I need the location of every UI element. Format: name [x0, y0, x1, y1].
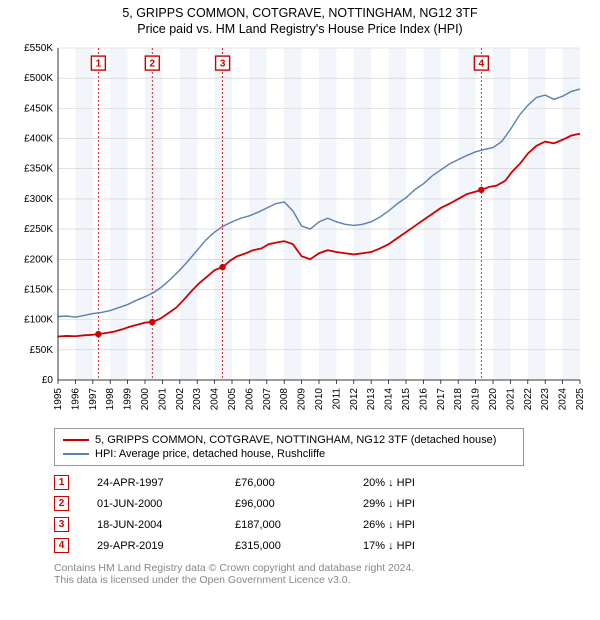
svg-text:2010: 2010	[314, 388, 325, 411]
svg-text:1995: 1995	[53, 388, 64, 411]
svg-text:£550K: £550K	[24, 43, 53, 54]
svg-text:£250K: £250K	[24, 224, 53, 235]
svg-text:£350K: £350K	[24, 164, 53, 175]
svg-text:2000: 2000	[140, 388, 151, 411]
svg-text:2007: 2007	[262, 388, 273, 411]
event-marker-icon: 2	[54, 496, 69, 511]
svg-text:3: 3	[220, 59, 226, 70]
legend-label: 5, GRIPPS COMMON, COTGRAVE, NOTTINGHAM, …	[95, 434, 496, 446]
event-diff: 26% ↓ HPI	[363, 519, 473, 531]
svg-text:2016: 2016	[418, 388, 429, 411]
svg-text:£450K: £450K	[24, 103, 53, 114]
svg-text:2006: 2006	[244, 388, 255, 411]
svg-text:2002: 2002	[175, 388, 186, 411]
svg-text:2015: 2015	[401, 388, 412, 411]
svg-text:1999: 1999	[123, 388, 134, 411]
event-row: 2 01-JUN-2000 £96,000 29% ↓ HPI	[54, 493, 590, 514]
price-chart: £0 £50K £100K £150K £200K £250K £300K £350K £400…	[10, 40, 590, 420]
svg-text:2020: 2020	[488, 388, 499, 411]
svg-text:£100K: £100K	[24, 315, 53, 326]
svg-text:2019: 2019	[471, 388, 482, 411]
title-subtitle: Price paid vs. HM Land Registry's House …	[10, 22, 590, 36]
event-date: 24-APR-1997	[97, 477, 207, 489]
svg-text:2009: 2009	[297, 388, 308, 411]
svg-text:£50K: £50K	[30, 345, 54, 356]
svg-text:2025: 2025	[575, 388, 586, 411]
svg-text:2: 2	[150, 59, 156, 70]
event-price: £315,000	[235, 540, 335, 552]
svg-text:2005: 2005	[227, 388, 238, 411]
event-price: £187,000	[235, 519, 335, 531]
svg-text:1997: 1997	[88, 388, 99, 411]
legend-swatch	[63, 453, 89, 455]
event-price: £76,000	[235, 477, 335, 489]
chart-title-block: 5, GRIPPS COMMON, COTGRAVE, NOTTINGHAM, …	[10, 6, 590, 36]
svg-text:£500K: £500K	[24, 73, 53, 84]
svg-text:£400K: £400K	[24, 134, 53, 145]
legend-swatch	[63, 439, 89, 441]
svg-text:2012: 2012	[349, 388, 360, 411]
title-address: 5, GRIPPS COMMON, COTGRAVE, NOTTINGHAM, …	[10, 6, 590, 20]
event-marker-icon: 3	[54, 517, 69, 532]
footer-line1: Contains HM Land Registry data © Crown c…	[54, 562, 590, 574]
svg-text:2001: 2001	[157, 388, 168, 411]
svg-text:2003: 2003	[192, 388, 203, 411]
svg-text:2008: 2008	[279, 388, 290, 411]
event-date: 29-APR-2019	[97, 540, 207, 552]
svg-text:£200K: £200K	[24, 254, 53, 265]
event-date: 18-JUN-2004	[97, 519, 207, 531]
legend-item: 5, GRIPPS COMMON, COTGRAVE, NOTTINGHAM, …	[63, 433, 515, 447]
legend: 5, GRIPPS COMMON, COTGRAVE, NOTTINGHAM, …	[54, 428, 524, 466]
footer-attribution: Contains HM Land Registry data © Crown c…	[54, 562, 590, 586]
event-marker-icon: 1	[54, 475, 69, 490]
svg-text:2013: 2013	[366, 388, 377, 411]
svg-text:4: 4	[479, 59, 485, 70]
svg-text:2017: 2017	[436, 388, 447, 411]
svg-text:2004: 2004	[210, 388, 221, 411]
event-row: 3 18-JUN-2004 £187,000 26% ↓ HPI	[54, 514, 590, 535]
svg-text:2022: 2022	[523, 388, 534, 411]
event-diff: 17% ↓ HPI	[363, 540, 473, 552]
event-diff: 20% ↓ HPI	[363, 477, 473, 489]
event-row: 4 29-APR-2019 £315,000 17% ↓ HPI	[54, 535, 590, 556]
event-date: 01-JUN-2000	[97, 498, 207, 510]
svg-text:1: 1	[96, 59, 102, 70]
legend-item: HPI: Average price, detached house, Rush…	[63, 447, 515, 461]
svg-text:2024: 2024	[558, 388, 569, 411]
chart-svg: £0 £50K £100K £150K £200K £250K £300K £350K £400…	[10, 40, 590, 420]
event-marker-icon: 4	[54, 538, 69, 553]
event-diff: 29% ↓ HPI	[363, 498, 473, 510]
svg-text:2014: 2014	[384, 388, 395, 411]
svg-text:2021: 2021	[505, 388, 516, 411]
event-price: £96,000	[235, 498, 335, 510]
svg-text:2018: 2018	[453, 388, 464, 411]
svg-text:£300K: £300K	[24, 194, 53, 205]
svg-text:1998: 1998	[105, 388, 116, 411]
events-table: 1 24-APR-1997 £76,000 20% ↓ HPI 2 01-JUN-2000…	[54, 472, 590, 556]
event-row: 1 24-APR-1997 £76,000 20% ↓ HPI	[54, 472, 590, 493]
svg-text:2023: 2023	[540, 388, 551, 411]
svg-text:2011: 2011	[331, 388, 342, 410]
legend-label: HPI: Average price, detached house, Rush…	[95, 448, 325, 460]
svg-text:£0: £0	[42, 375, 54, 386]
svg-text:£150K: £150K	[24, 284, 53, 295]
footer-line2: This data is licensed under the Open Gov…	[54, 574, 590, 586]
svg-text:1996: 1996	[70, 388, 81, 411]
